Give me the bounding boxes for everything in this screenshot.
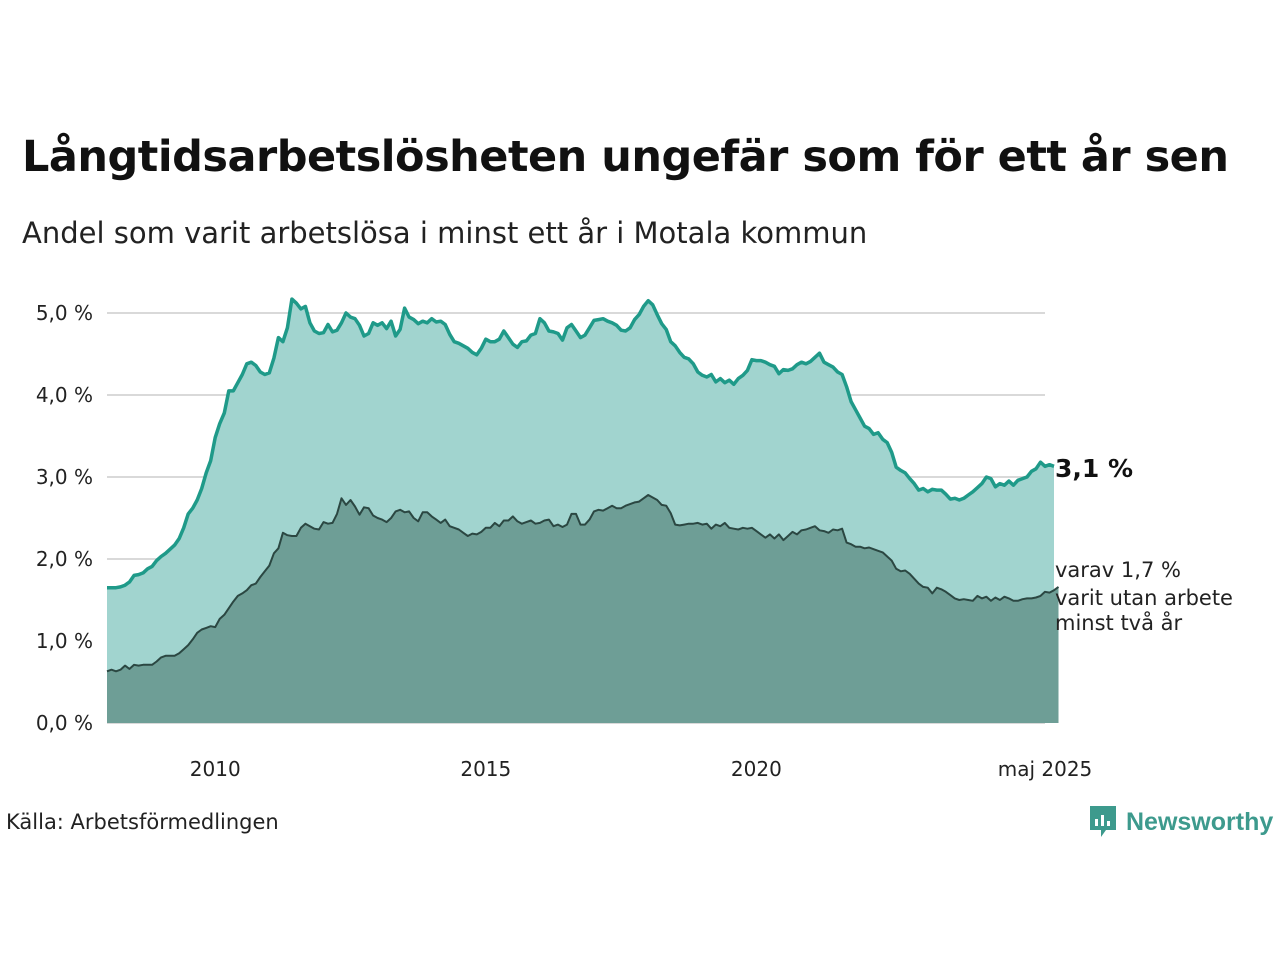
line-very-long-term-unemployment: [106, 494, 1060, 673]
chart-title: Långtidsarbetslösheten ungefär som för e…: [22, 132, 1229, 182]
end-label-line-3: minst två år: [1055, 610, 1183, 635]
end-label-line-1: varav 1,7 %: [1055, 558, 1181, 582]
x-tick-label: 2020: [731, 757, 782, 781]
source-note: Källa: Arbetsförmedlingen: [6, 810, 279, 834]
area-very-long-term-unemployment: [107, 495, 1059, 723]
y-tick-label: 2,0 %: [36, 547, 93, 571]
brand-logo: Newsworthy: [1088, 804, 1273, 840]
end-label-very-long-term: varav 1,7 % varit utan arbete minst två …: [1055, 558, 1240, 635]
chart-subtitle: Andel som varit arbetslösa i minst ett å…: [22, 216, 868, 250]
y-tick-label: 3,0 %: [36, 465, 93, 489]
end-label-long-term: 3,1 %: [1055, 454, 1133, 483]
end-label-line-2: varit utan arbete: [1055, 586, 1233, 610]
x-tick-label: maj 2025: [998, 757, 1093, 781]
y-tick-label: 5,0 %: [36, 301, 93, 325]
y-tick-label: 1,0 %: [36, 629, 93, 653]
x-tick-label: 2010: [190, 757, 241, 781]
y-tick-label: 4,0 %: [36, 383, 93, 407]
y-tick-label: 0,0 %: [36, 711, 93, 735]
newsworthy-logo-icon: [1090, 806, 1116, 837]
line-long-term-unemployment: [107, 297, 1055, 590]
x-axis-ticks: 2010 2015 2020 maj 2025: [190, 757, 1093, 781]
y-axis-ticks: 0,0 % 1,0 % 2,0 % 3,0 % 4,0 % 5,0 %: [36, 301, 93, 735]
brand-name: Newsworthy: [1126, 807, 1274, 836]
x-tick-label: 2015: [460, 757, 511, 781]
